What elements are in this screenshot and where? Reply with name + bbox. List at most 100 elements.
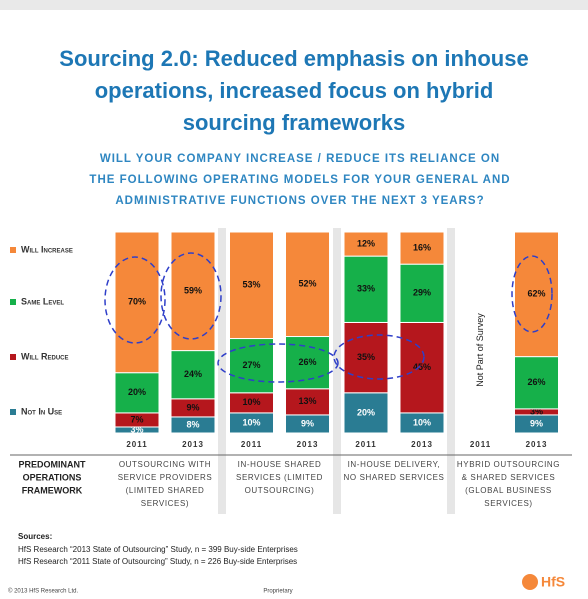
group-label: IN-HOUSE DELIVERY,: [348, 460, 441, 469]
value-label: 70%: [128, 297, 146, 307]
chart-title: sourcing frameworks: [183, 110, 406, 135]
value-label: 35%: [357, 352, 375, 362]
bar-segment: [285, 231, 330, 338]
row-label: PREDOMINANT: [19, 459, 87, 469]
bar-segment: [285, 388, 330, 416]
bar-segment: [114, 231, 160, 374]
bar-segment: [343, 255, 389, 323]
x-tick-label: 2011: [355, 440, 376, 449]
bar-segment: [229, 231, 274, 340]
chart-subtitle: ADMINISTRATIVE FUNCTIONS OVER THE NEXT 3…: [115, 195, 484, 207]
source-line: HfS Research “2011 State of Outsourcing”…: [18, 557, 297, 566]
chart-title: Sourcing 2.0: Reduced emphasis on inhous…: [59, 46, 528, 71]
value-label: 10%: [413, 417, 431, 427]
value-label: 16%: [413, 242, 431, 252]
source-line: HfS Research “2013 State of Outsourcing”…: [18, 545, 298, 554]
annotation: Not Part of Survey: [475, 313, 485, 387]
group-label: OUTSOURCING WITH: [119, 460, 211, 469]
footer-center: Proprietary: [263, 589, 292, 595]
group-label: HYBRID OUTSOURCING: [457, 460, 560, 469]
value-label: 29%: [413, 288, 431, 298]
value-label: 52%: [298, 279, 316, 289]
group-label: NO SHARED SERVICES: [344, 473, 445, 482]
value-label: 10%: [242, 397, 260, 407]
value-label: 24%: [184, 369, 202, 379]
value-label: 62%: [527, 289, 545, 299]
x-tick-label: 2011: [126, 440, 147, 449]
group-label: & SHARED SERVICES: [462, 473, 556, 482]
bar-segment: [229, 338, 274, 394]
x-tick-label: 2013: [411, 440, 433, 449]
x-tick-label: 2013: [526, 440, 548, 449]
highlight-ellipse: [160, 252, 222, 340]
value-label: 3%: [130, 424, 143, 434]
bar-segment: [399, 231, 445, 265]
highlight-ellipse: [333, 334, 425, 380]
legend-label: Not In Use: [21, 406, 62, 416]
value-label: 10%: [242, 417, 260, 427]
bar-segment: [343, 392, 389, 434]
legend-swatch: [10, 247, 16, 253]
sources-heading: Sources:: [18, 532, 52, 541]
value-label: 8%: [186, 419, 199, 429]
row-label: FRAMEWORK: [22, 485, 83, 495]
value-label: 59%: [184, 286, 202, 296]
group-label: IN-HOUSE SHARED: [238, 460, 322, 469]
panel-divider: [218, 228, 226, 514]
x-tick-label: 2011: [241, 440, 262, 449]
legend-swatch: [10, 299, 16, 305]
chart-title: operations, increased focus on hybrid: [95, 78, 494, 103]
bar-segment: [170, 350, 216, 400]
group-label: SERVICES): [141, 499, 189, 508]
bar-segment: [343, 321, 389, 394]
value-label: 12%: [357, 238, 375, 248]
value-label: 7%: [130, 414, 143, 424]
group-label: OUTSOURCING): [245, 486, 315, 495]
value-label: 9%: [301, 418, 314, 428]
highlight-ellipse: [217, 343, 339, 383]
legend-label: Same Level: [21, 296, 64, 306]
value-label: 26%: [298, 357, 316, 367]
x-tick-label: 2013: [182, 440, 204, 449]
row-label: OPERATIONS: [23, 472, 82, 482]
top-band: [0, 0, 588, 10]
legend-swatch: [10, 409, 16, 415]
value-label: 53%: [242, 280, 260, 290]
logo: HfS: [541, 574, 565, 590]
bar-segment: [514, 231, 559, 358]
x-tick-label: 2013: [297, 440, 319, 449]
legend-swatch: [10, 354, 16, 360]
value-label: 3%: [530, 406, 543, 416]
value-label: 33%: [357, 284, 375, 294]
legend-label: Will Reduce: [21, 351, 69, 361]
legend-label: Will Increase: [21, 244, 73, 254]
logo-mark: [522, 574, 538, 590]
bar-segment: [170, 231, 216, 352]
value-label: 45%: [413, 362, 431, 372]
bar-segment: [343, 231, 389, 257]
bar-segment: [399, 263, 445, 323]
panel-divider: [333, 228, 341, 514]
value-label: 20%: [128, 387, 146, 397]
bar-segment: [114, 372, 160, 414]
group-label: SERVICES): [484, 499, 532, 508]
chart-subtitle: WILL YOUR COMPANY INCREASE / REDUCE ITS …: [100, 153, 500, 165]
copyright: © 2013 HfS Research Ltd.: [8, 588, 78, 595]
value-label: 9%: [186, 402, 199, 412]
group-label: (GLOBAL BUSINESS: [465, 486, 552, 495]
panel-divider: [447, 228, 455, 514]
group-label: SERVICES (LIMITED: [236, 473, 323, 482]
group-label: SERVICE PROVIDERS: [118, 473, 213, 482]
chart-subtitle: THE FOLLOWING OPERATING MODELS FOR YOUR …: [89, 174, 510, 186]
value-label: 27%: [242, 360, 260, 370]
x-tick-label: 2011: [470, 440, 491, 449]
bar-segment: [399, 321, 445, 414]
value-label: 26%: [527, 377, 545, 387]
value-label: 20%: [357, 407, 375, 417]
highlight-ellipse: [104, 256, 166, 344]
value-label: 9%: [530, 418, 543, 428]
group-label: (LIMITED SHARED: [126, 486, 205, 495]
value-label: 13%: [298, 396, 316, 406]
highlight-ellipse: [511, 255, 553, 333]
